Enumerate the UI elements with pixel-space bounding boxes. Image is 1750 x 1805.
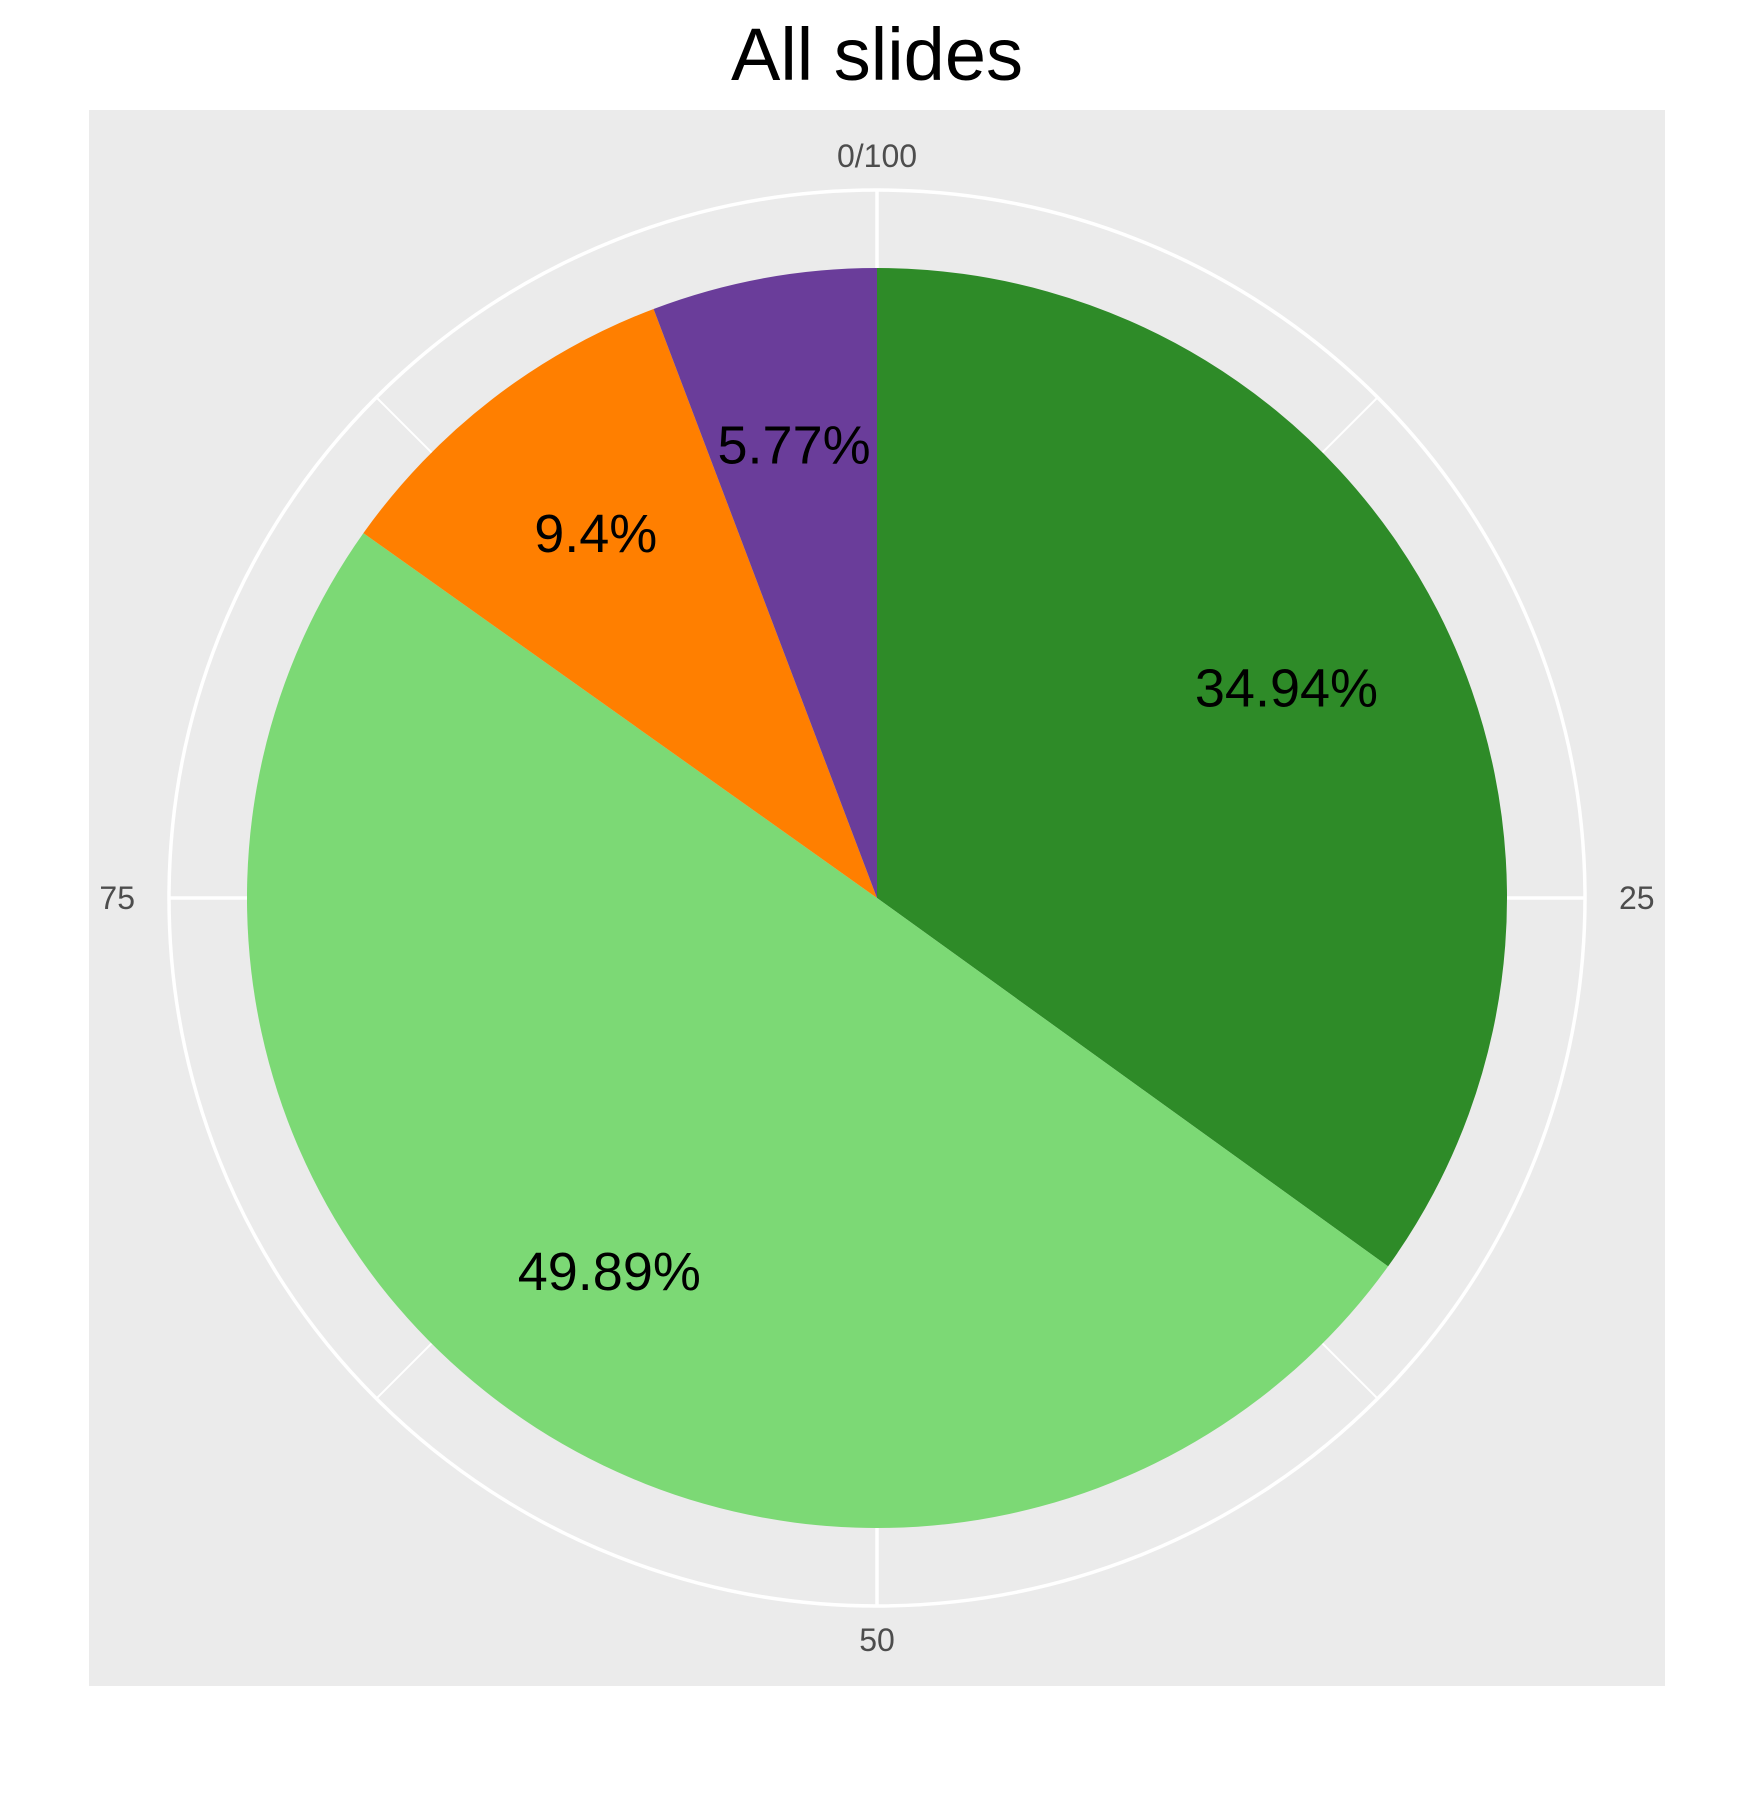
tick-label: 50: [859, 1622, 895, 1658]
slice-label: 9.4%: [534, 504, 657, 564]
pie-slices: [246, 268, 1508, 1529]
pie-slice: [653, 268, 877, 898]
chart-title: All slides: [731, 13, 1023, 96]
slice-labels: 34.94% 49.89% 9.4% 5.77%: [518, 416, 1378, 1303]
slice-label: 5.77%: [718, 416, 871, 476]
tick-label: 75: [99, 880, 135, 916]
slice-label: 49.89%: [518, 1242, 701, 1302]
slice-label: 34.94%: [1195, 658, 1378, 718]
tick-label: 0/100: [837, 138, 917, 174]
tick-label: 25: [1619, 880, 1655, 916]
pie-slice: [246, 533, 1389, 1529]
pie-slice: [877, 268, 1508, 1267]
pie-slice: [363, 308, 877, 898]
angular-tick-labels: 0/100 25 50 75: [99, 138, 1654, 1658]
